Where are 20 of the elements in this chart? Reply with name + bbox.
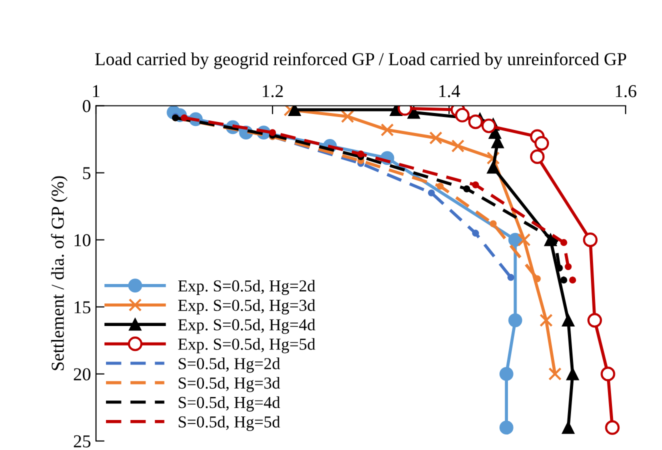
y-axis-title: Settlement / dia. of GP (%) xyxy=(50,176,68,370)
y-tick-label: 10 xyxy=(74,234,90,246)
y-tick-label: 15 xyxy=(74,301,90,314)
y-tick-label: 0 xyxy=(82,100,90,112)
x-tick-label: 1.4 xyxy=(439,85,460,98)
legend-label: Exp. S=0.5d, Hg=3d xyxy=(178,299,316,314)
legend-label: S=0.5d, Hg=5d xyxy=(178,416,280,431)
y-tick-label: 5 xyxy=(83,167,90,180)
legend-label: Exp. S=0.5d, Hg=5d xyxy=(178,338,316,354)
x-tick-label: 1.2 xyxy=(262,85,283,98)
legend-label: S=0.5d, Hg=2d xyxy=(178,358,280,373)
legend-label: S=0.5d, Hg=3d xyxy=(178,376,280,392)
x-axis-title: Load carried by geogrid reinforced GP / Load carried by unreinforced GP xyxy=(95,52,626,69)
legend-label: S=0.5d, Hg=4d xyxy=(178,396,280,412)
x-tick-label: 1 xyxy=(93,85,100,98)
legend-label: Exp. S=0.5d, Hg=2d xyxy=(178,280,316,295)
legend-label: Exp. S=0.5d, Hg=4d xyxy=(178,318,316,334)
y-tick-label: 25 xyxy=(74,435,90,448)
y-tick-label: 20 xyxy=(74,368,90,380)
x-tick-label: 1.6 xyxy=(616,85,636,98)
